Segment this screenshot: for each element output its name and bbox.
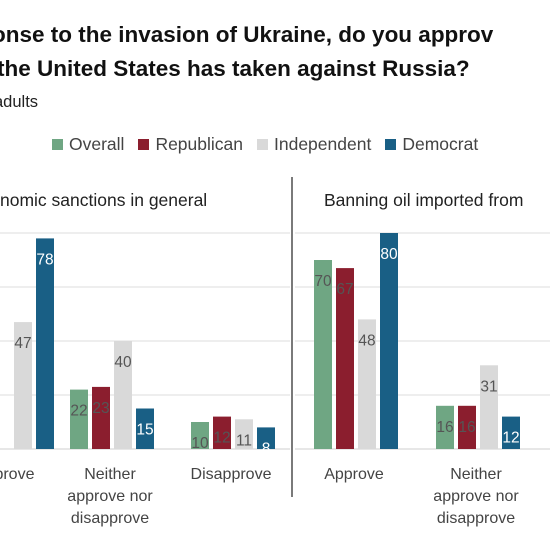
data-label: 23 (92, 400, 109, 417)
category-label: Neither (84, 466, 136, 483)
bar-republican (458, 405, 476, 449)
data-label: 67 (336, 281, 353, 298)
legend-swatch (52, 139, 63, 150)
bar-democrat (136, 408, 154, 449)
legend-item-overall: Overall (52, 134, 124, 155)
legend-label: Overall (69, 134, 125, 154)
panel-title: nomic sanctions in general (0, 190, 207, 210)
data-label: 47 (14, 335, 31, 352)
data-label: 70 (314, 273, 332, 290)
legend-item-democrat: Democrat (385, 134, 478, 155)
data-label: 8 (262, 440, 271, 457)
panel-title: Banning oil imported from (324, 190, 523, 210)
data-label: 11 (236, 432, 252, 449)
data-label: 12 (213, 430, 230, 447)
bar-democrat (380, 233, 398, 449)
title-line-1: onse to the invasion of Ukraine, do you … (0, 22, 494, 47)
data-label: 22 (70, 403, 87, 420)
legend-label: Independent (274, 134, 372, 154)
legend-swatch (138, 139, 150, 150)
bar-democrat (36, 238, 54, 449)
legend-label: Republican (155, 134, 243, 154)
bar-independent (235, 419, 253, 449)
category-label: pprove (0, 466, 35, 483)
bar-democrat (257, 427, 275, 449)
legend-item-independent: Independent (257, 134, 371, 155)
category-label: Neither (450, 466, 502, 483)
legend-swatch (385, 139, 397, 150)
title-line-2: the United States has taken against Russ… (0, 56, 470, 81)
legend-swatch (257, 139, 268, 150)
category-label: Approve (324, 466, 384, 483)
legend-label: Democrat (402, 134, 479, 154)
data-label: 78 (36, 251, 53, 268)
data-label: 15 (136, 422, 153, 439)
chart-title: onse to the invasion of Ukraine, do you … (0, 22, 550, 92)
legend: Overall Republican Independent Democrat (52, 134, 492, 156)
bar-independent (480, 365, 498, 449)
bar-overall (191, 422, 209, 449)
bar-republican (336, 268, 354, 449)
data-label: 16 (436, 419, 453, 436)
category-label: approve nor (433, 488, 519, 505)
category-label: approve nor (67, 488, 153, 505)
data-label: 10 (191, 435, 209, 452)
data-label: 16 (458, 419, 475, 436)
category-label: disapprove (437, 510, 515, 527)
chart-subtitle: adults (0, 93, 39, 111)
data-label: 40 (114, 354, 132, 371)
bar-republican (213, 416, 231, 449)
bar-overall (436, 405, 454, 449)
data-label: 48 (358, 332, 375, 349)
bar-democrat (502, 416, 520, 449)
bar-overall (70, 389, 88, 449)
bar-independent (14, 322, 32, 449)
data-label: 31 (480, 378, 497, 395)
category-label: Disapprove (191, 466, 272, 483)
bar-republican (92, 386, 110, 449)
data-label: 80 (380, 246, 398, 263)
bar-independent (114, 341, 132, 449)
category-label: disapprove (71, 510, 149, 527)
bar-overall (314, 260, 332, 449)
bar-independent (358, 319, 376, 449)
data-label: 12 (502, 430, 519, 447)
legend-item-republican: Republican (138, 134, 243, 155)
